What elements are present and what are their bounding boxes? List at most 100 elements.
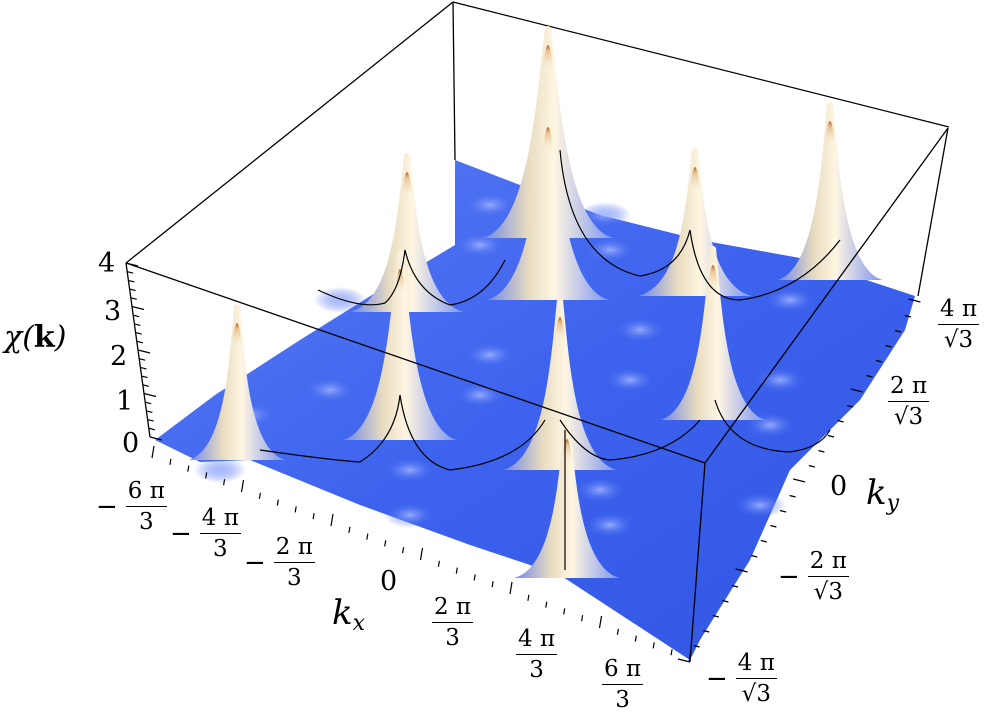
axis-tick bbox=[145, 401, 152, 405]
axis-tick bbox=[140, 366, 147, 370]
axis-tick bbox=[223, 479, 226, 486]
axis-tick bbox=[129, 288, 136, 292]
axis-tick bbox=[688, 649, 692, 663]
axis-tick bbox=[131, 305, 145, 311]
surface-peak bbox=[486, 108, 610, 300]
bounding-box-front bbox=[125, 127, 949, 663]
axis-tick bbox=[731, 584, 739, 588]
surface-ripple bbox=[464, 192, 516, 218]
axis-tick bbox=[509, 581, 513, 595]
surface-ripple bbox=[584, 237, 636, 263]
surface-peak bbox=[777, 102, 883, 280]
axis-tick bbox=[866, 374, 873, 378]
surface-contour-lines bbox=[259, 149, 841, 570]
axis-tick bbox=[133, 314, 140, 318]
surface-ripple bbox=[764, 287, 816, 313]
surface-peak-tip bbox=[543, 127, 553, 150]
axis-tick bbox=[693, 644, 700, 648]
z-tick-label: 3 bbox=[104, 296, 122, 327]
surface-peak-tip bbox=[402, 172, 412, 195]
axis-tick bbox=[818, 449, 825, 453]
surface-peak bbox=[342, 250, 458, 440]
surface-peak-tip bbox=[690, 167, 700, 190]
axis-tick bbox=[151, 445, 155, 459]
axis-tick bbox=[141, 375, 148, 379]
axis-tick bbox=[491, 581, 494, 588]
axis-tick bbox=[545, 601, 548, 608]
x-axis-label: kx bbox=[332, 593, 366, 636]
axis-tick bbox=[143, 392, 157, 398]
surface-peak-tip bbox=[543, 45, 553, 68]
axis-tick bbox=[135, 332, 142, 335]
surface-ripple bbox=[454, 382, 506, 408]
axis-tick bbox=[149, 436, 163, 441]
axis-tick bbox=[419, 547, 424, 561]
surface-ripple bbox=[734, 492, 786, 518]
surface-ripple bbox=[194, 457, 246, 483]
bounding-box-back bbox=[125, 1, 950, 438]
axis-tick bbox=[735, 568, 748, 573]
z-axis-label: χ(k) bbox=[4, 320, 67, 355]
y-tick-label: 0 bbox=[830, 471, 848, 502]
surface-peak-tip bbox=[232, 323, 242, 346]
surface-ripple bbox=[384, 457, 436, 483]
axis-tick bbox=[139, 358, 146, 361]
axis-tick bbox=[205, 472, 208, 479]
axis-tick bbox=[563, 608, 566, 615]
axis-tick bbox=[789, 494, 796, 498]
surface-ripple bbox=[384, 502, 436, 528]
axis-tick bbox=[258, 492, 261, 499]
axis-tick bbox=[134, 323, 141, 326]
axis-tick bbox=[125, 262, 139, 267]
axis-tick bbox=[366, 533, 369, 540]
axis-tick bbox=[348, 526, 351, 533]
axis-tick bbox=[384, 540, 387, 547]
axis-tick bbox=[779, 509, 787, 513]
axis-tick bbox=[677, 658, 691, 663]
axis-tick bbox=[598, 615, 603, 629]
surface-ripple bbox=[584, 512, 636, 538]
axis-tick bbox=[276, 499, 279, 506]
axis-tick bbox=[616, 628, 619, 635]
axis-tick bbox=[712, 614, 719, 618]
y-tick-label: −4 π √3 bbox=[706, 650, 777, 707]
surface-peak-tip bbox=[395, 269, 405, 292]
axis-tick bbox=[127, 271, 134, 274]
axis-tick bbox=[527, 594, 530, 601]
surface-peak bbox=[349, 153, 465, 312]
surface-peaks bbox=[188, 26, 883, 578]
axis-tick bbox=[760, 539, 767, 543]
axis-tick bbox=[793, 478, 806, 483]
axis-tick bbox=[148, 427, 155, 431]
z-tick-label: 4 bbox=[98, 248, 116, 279]
surface-ripple bbox=[579, 202, 631, 228]
axis-tick bbox=[670, 649, 673, 656]
z-tick-label: 0 bbox=[122, 428, 140, 459]
y-tick-label: 2 π √3 bbox=[888, 373, 930, 430]
axis-tick bbox=[240, 479, 245, 493]
z-tick-label: 1 bbox=[116, 386, 134, 417]
surface-ripple bbox=[464, 342, 516, 368]
axis-tick bbox=[634, 635, 637, 642]
y-axis-label: ky bbox=[866, 473, 900, 516]
axis-tick bbox=[187, 465, 190, 472]
axis-tick bbox=[875, 359, 883, 363]
axis-tick bbox=[130, 297, 137, 300]
axis-tick bbox=[455, 567, 458, 574]
axis-tick bbox=[128, 279, 135, 283]
surface-ripple bbox=[614, 317, 666, 343]
axis-tick bbox=[136, 340, 143, 344]
y-tick-label: −2 π √3 bbox=[778, 548, 849, 605]
axis-tick bbox=[137, 349, 151, 354]
surface-peak bbox=[502, 298, 618, 470]
surface-peak-tip bbox=[708, 265, 718, 288]
axis-tick bbox=[722, 599, 729, 603]
axis-tick bbox=[581, 615, 584, 622]
x-tick-label: 0 bbox=[380, 566, 398, 597]
surface-peak bbox=[514, 420, 620, 578]
